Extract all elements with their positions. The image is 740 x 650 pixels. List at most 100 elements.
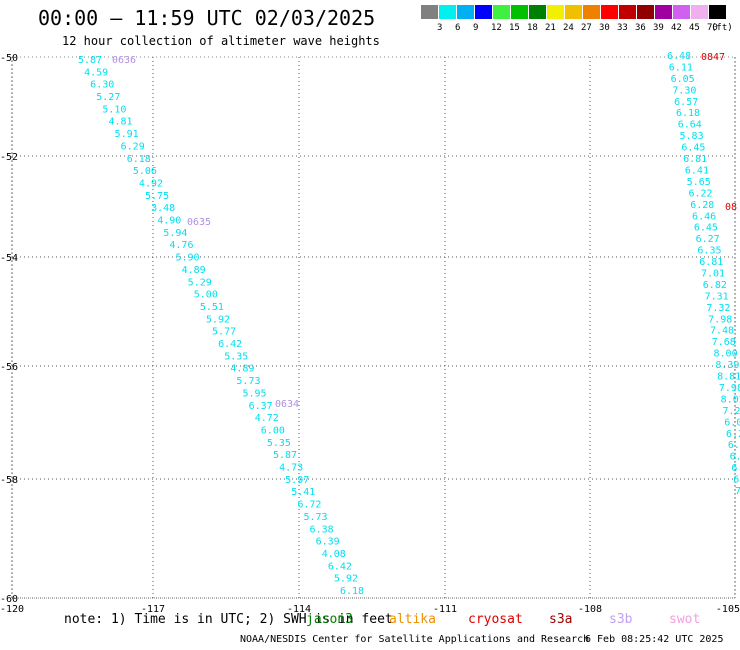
satellite-name-swot: swot — [669, 612, 701, 627]
satellite-name-altika: altika — [389, 612, 436, 627]
legend-bin-label: 27 — [581, 23, 592, 33]
map-grid — [11, 56, 736, 599]
wave-height-value: 6. — [733, 475, 740, 486]
wave-height-value: 6.18 — [127, 154, 151, 165]
wave-height-value: 6.64 — [678, 120, 702, 131]
legend-swatch — [619, 5, 636, 19]
wave-height-value: 4.81 — [108, 117, 132, 128]
wave-height-value: 5.91 — [115, 129, 139, 140]
wave-height-value: 6.11 — [669, 62, 693, 73]
latitude-tick-label: -50 — [0, 53, 18, 64]
wave-height-value: 5.29 — [188, 277, 212, 288]
longitude-tick-label: -120 — [0, 604, 24, 615]
legend-swatch — [655, 5, 672, 19]
legend-swatch — [421, 5, 438, 19]
legend-bin-label: 70 — [707, 23, 718, 33]
wave-height-value: 7 — [735, 486, 740, 497]
legend-swatch — [637, 5, 654, 19]
legend-bin-label: 45 — [689, 23, 700, 33]
wave-height-value: 7.68 — [712, 337, 736, 348]
pass-time-label: 0634 — [275, 399, 299, 410]
wave-height-value: 6.28 — [690, 200, 714, 211]
wave-height-value: 6.38 — [310, 524, 334, 535]
wave-height-value: 4.89 — [230, 364, 254, 375]
wave-height-value: 6.72 — [297, 500, 321, 511]
legend-swatch — [601, 5, 618, 19]
legend-bin-label: 33 — [617, 23, 628, 33]
legend-swatch — [457, 5, 474, 19]
legend-bin-label: 42 — [671, 23, 682, 33]
axis-tick-labels: -50 -52 -54 -56 -58 -60-120 -117 -114 -111 -108 -1… — [0, 53, 740, 615]
wave-height-value: 7.98 — [719, 383, 740, 394]
satellite-name-cryosat: cryosat — [468, 612, 523, 627]
wave-height-value: 6.37 — [249, 401, 273, 412]
wave-height-value: 6.39 — [316, 537, 340, 548]
wave-height-value: 6.18 — [340, 586, 364, 597]
legend-swatch — [673, 5, 690, 19]
longitude-tick-label: -105 — [716, 604, 740, 615]
wave-height-value: 5.73 — [303, 512, 327, 523]
wave-height-value: 6. — [730, 452, 740, 463]
pass-time-label: 0635 — [187, 217, 211, 228]
map-title: 00:00 – 11:59 UTC 02/03/2025 — [38, 6, 376, 30]
legend-bin-label: 12 — [491, 23, 502, 33]
wave-height-value: 6.45 — [694, 223, 718, 234]
wave-height-value: 4.76 — [169, 240, 193, 251]
wave-height-value: 4.08 — [322, 549, 346, 560]
wave-height-value: 7.2 — [722, 406, 740, 417]
legend-bin-label: 15 — [509, 23, 520, 33]
pass-time-label: 0636 — [112, 55, 136, 66]
latitude-tick-label: -58 — [0, 475, 18, 486]
legend-bin-label: 6 — [455, 23, 461, 33]
latitude-tick-label: -52 — [0, 152, 18, 163]
wave-height-value: 5.06 — [133, 166, 157, 177]
legend-swatch — [511, 5, 528, 19]
longitude-tick-label: -111 — [433, 604, 457, 615]
wave-height-value: 5.41 — [291, 487, 315, 498]
legend-unit: (ft) — [711, 23, 733, 33]
wave-height-value: 7.48 — [710, 326, 734, 337]
footer-note: note: 1) Time is in UTC; 2) SWH is in fe… — [64, 612, 393, 627]
legend-swatch — [691, 5, 708, 19]
legend-bin-label: 36 — [635, 23, 646, 33]
legend-swatch — [475, 5, 492, 19]
wave-height-value: 6.81 — [683, 154, 707, 165]
wave-height-value: 6.30 — [90, 80, 114, 91]
map-subtitle: 12 hour collection of altimeter wave hei… — [62, 34, 380, 48]
wave-height-value: 6.46 — [692, 211, 716, 222]
longitude-tick-label: -108 — [578, 604, 602, 615]
wave-height-value: 5.95 — [243, 388, 267, 399]
wave-height-value: 5.83 — [680, 131, 704, 142]
latitude-tick-label: -54 — [0, 253, 18, 264]
wave-height-value: 3.48 — [151, 203, 175, 214]
wave-height-value: 5.10 — [102, 104, 126, 115]
legend-swatch — [709, 5, 726, 19]
wave-height-value: 7.32 — [706, 303, 730, 314]
wave-height-value: 5.00 — [194, 290, 218, 301]
wave-height-value: 5.75 — [145, 191, 169, 202]
satellite-name-jason3: jason3 — [306, 612, 353, 627]
wave-height-value: 5.35 — [267, 438, 291, 449]
wave-height-value: 8.81 — [717, 372, 740, 383]
wave-height-value: 4.59 — [84, 67, 108, 78]
wave-height-value: 6.35 — [697, 246, 721, 257]
satellite-name-s3b: s3b — [609, 612, 633, 627]
legend-swatch — [583, 5, 600, 19]
wave-height-value: 4.92 — [139, 178, 163, 189]
wave-height-value: 5.35 — [224, 351, 248, 362]
legend-swatch — [547, 5, 564, 19]
wave-height-value: 6.57 — [674, 97, 698, 108]
wave-height-value: 6.42 — [218, 339, 242, 350]
latitude-tick-label: -56 — [0, 362, 18, 373]
wave-height-value: 8.00 — [714, 349, 738, 360]
wave-height-value: 7.30 — [672, 85, 696, 96]
wave-height-value: 5.73 — [236, 376, 260, 387]
wave-height-value: 8.39 — [715, 360, 739, 371]
wave-height-value: 6.05 — [671, 74, 695, 85]
legend-swatch — [493, 5, 510, 19]
wave-height-value: 4.73 — [279, 463, 303, 474]
wave-height-value: 6. — [728, 440, 740, 451]
wave-height-value: 6.27 — [696, 234, 720, 245]
wave-height-value: 5.94 — [163, 228, 187, 239]
